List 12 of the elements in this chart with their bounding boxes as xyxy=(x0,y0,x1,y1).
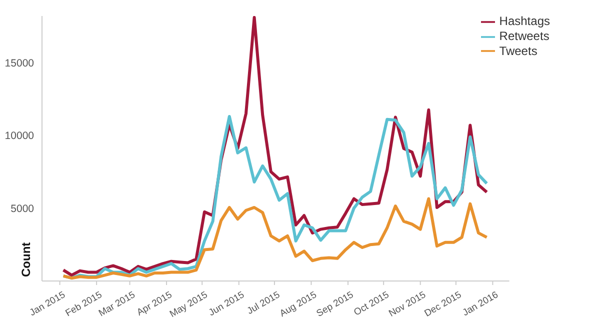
x-tick-label: Jul 2015 xyxy=(245,290,282,318)
x-tick-label: Jun 2015 xyxy=(207,290,246,319)
y-tick-label: 5000 xyxy=(10,202,34,215)
y-tick-label: 10000 xyxy=(4,130,34,142)
x-tick-label: Sep 2015 xyxy=(314,290,356,320)
legend-label: Retweets xyxy=(499,28,550,43)
y-tick-label: 15000 xyxy=(4,57,34,70)
legend-label: Hashtags xyxy=(499,14,550,28)
line-series xyxy=(62,197,488,280)
x-tick-label: Jan 2016 xyxy=(460,290,500,319)
legend-label: Tweets xyxy=(499,44,538,58)
y-axis-title: Count xyxy=(19,242,33,277)
